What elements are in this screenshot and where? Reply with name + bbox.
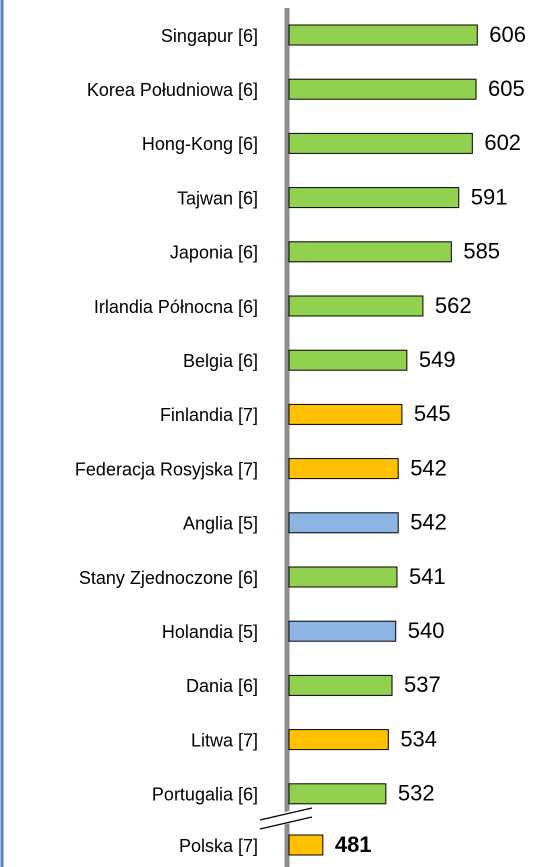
value-label: 545 — [414, 401, 451, 426]
value-label: 541 — [409, 564, 446, 589]
y-tick-label: Dania [6] — [186, 676, 258, 696]
axis-break-mark — [259, 807, 313, 821]
value-label: 534 — [400, 726, 437, 751]
value-label: 549 — [419, 347, 456, 372]
y-tick-label: Hong-Kong [6] — [142, 134, 258, 154]
bar — [288, 132, 473, 154]
y-tick-label: Litwa [7] — [191, 730, 258, 750]
axis-break-gap — [257, 805, 315, 831]
bar — [288, 24, 478, 46]
y-tick-label: Tajwan [6] — [177, 188, 258, 208]
y-tick-label: Japonia [6] — [170, 243, 258, 263]
bar — [288, 729, 389, 751]
bar — [288, 349, 408, 371]
y-tick-label: Portugalia [6] — [152, 785, 258, 805]
bar — [288, 187, 460, 209]
value-label: 540 — [408, 618, 445, 643]
bar — [288, 295, 424, 317]
bar — [288, 78, 477, 100]
bar — [288, 674, 393, 696]
bar — [288, 512, 399, 534]
axis-break-mark — [259, 816, 313, 830]
value-label: 602 — [484, 130, 521, 155]
y-tick-label: Irlandia Północna [6] — [94, 297, 258, 317]
value-label: 532 — [398, 781, 435, 806]
value-label: 606 — [489, 22, 526, 47]
bar — [288, 241, 452, 263]
y-tick-label: Anglia [5] — [183, 514, 258, 534]
value-label: 537 — [404, 672, 441, 697]
y-tick-label: Federacja Rosyjska [7] — [75, 459, 258, 479]
value-label: 542 — [410, 455, 447, 480]
y-tick-label: Singapur [6] — [161, 26, 258, 46]
bar — [288, 403, 403, 425]
y-tick-label: Korea Południowa [6] — [87, 80, 258, 100]
bar — [288, 834, 324, 856]
bar — [288, 458, 399, 480]
bar — [288, 783, 387, 805]
y-tick-label: Finlandia [7] — [160, 405, 258, 425]
y-tick-label: Holandia [5] — [162, 622, 258, 642]
value-label: 605 — [488, 76, 525, 101]
value-label: 585 — [463, 239, 500, 264]
bars: Singapur [6] 606 Korea Południowa [6] 605 Ho… — [75, 22, 526, 857]
value-label: 481 — [335, 832, 372, 857]
value-label: 562 — [435, 293, 472, 318]
value-label: 591 — [471, 184, 508, 209]
y-tick-label: Stany Zjednoczone [6] — [79, 568, 258, 588]
bar — [288, 566, 398, 588]
y-tick-label: Polska [7] — [179, 836, 258, 856]
y-tick-label: Belgia [6] — [183, 351, 258, 371]
bar — [288, 620, 397, 642]
value-label: 542 — [410, 510, 447, 535]
